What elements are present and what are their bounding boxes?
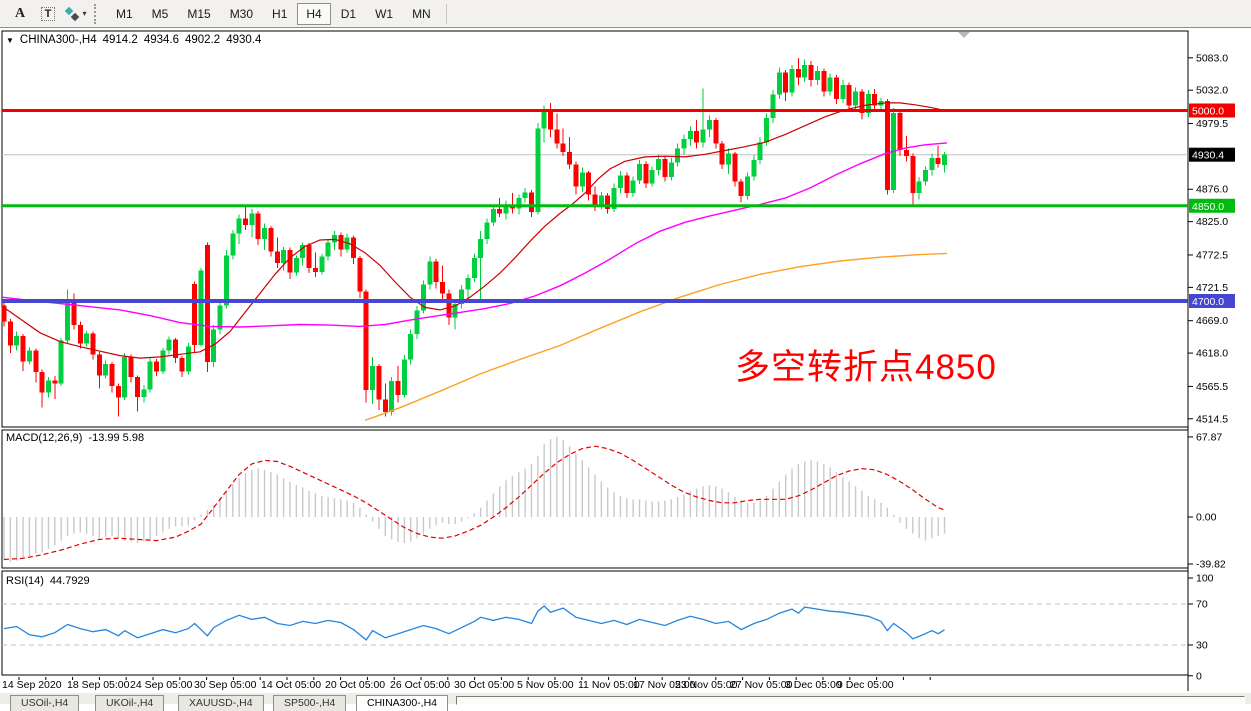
toolbar-grip[interactable] — [94, 3, 101, 24]
svg-text:24 Sep 05:00: 24 Sep 05:00 — [130, 679, 193, 691]
timeframe-button-m30[interactable]: M30 — [229, 6, 254, 21]
svg-text:4979.5: 4979.5 — [1196, 118, 1228, 130]
svg-text:3 Dec 05:00: 3 Dec 05:00 — [785, 679, 842, 691]
svg-text:0.00: 0.00 — [1196, 512, 1217, 524]
chart-canvas[interactable]: 5083.0 5032.0 4979.5 4876.0 4825.0 4772.5 4721… — [0, 28, 1251, 692]
svg-text:4930.4: 4930.4 — [1192, 150, 1224, 162]
svg-text:5032.0: 5032.0 — [1196, 85, 1228, 97]
cursor-mode-icon — [65, 6, 80, 21]
svg-text:11 Nov 05:00: 11 Nov 05:00 — [578, 679, 640, 691]
chart-window[interactable]: 5083.0 5032.0 4979.5 4876.0 4825.0 4772.5 4721… — [0, 28, 1251, 692]
chevron-down-icon: ▾ — [82, 9, 87, 18]
macd-values: -13.99 5.98 — [88, 432, 145, 444]
chart-tab-china300h4[interactable]: CHINA300-,H4 — [356, 695, 449, 711]
panel-frames — [1, 30, 1189, 691]
timeframe-button-group: M1 M5 M15 M30 H1 H4 D1 W1 MN — [107, 2, 441, 25]
chart-shift-marker-icon[interactable] — [958, 32, 970, 38]
axis-badge-5000.0: 5000.0 — [1189, 103, 1235, 118]
timeframe-button-w1[interactable]: W1 — [375, 6, 394, 21]
svg-text:5083.0: 5083.0 — [1196, 52, 1228, 64]
chart-tab-ukoilh4[interactable]: UKOil-,H4 — [95, 695, 165, 711]
axis-badge-4700.0: 4700.0 — [1189, 294, 1235, 308]
timeframe-button-d1[interactable]: D1 — [340, 6, 357, 21]
svg-text:0: 0 — [1196, 670, 1202, 682]
svg-text:23 Nov 05:00: 23 Nov 05:00 — [675, 679, 738, 691]
svg-text:4876.0: 4876.0 — [1196, 184, 1228, 196]
timeframe-button-h4[interactable]: H4 — [297, 2, 331, 25]
ma-slow-orange-line — [364, 252, 948, 422]
candlestick-series — [1, 57, 948, 417]
timeframe-button-m1[interactable]: M1 — [116, 6, 133, 21]
time-axis: 14 Sep 2020 18 Sep 05:00 24 Sep 05:00 30 Se… — [2, 677, 931, 691]
axis-badge-4850.0: 4850.0 — [1189, 198, 1235, 213]
svg-text:5 Nov 05:00: 5 Nov 05:00 — [517, 679, 574, 691]
ohlc-open: 4914.2 — [102, 34, 138, 46]
svg-text:4618.0: 4618.0 — [1196, 348, 1228, 360]
svg-text:4721.5: 4721.5 — [1196, 282, 1228, 294]
svg-text:4772.5: 4772.5 — [1196, 249, 1228, 261]
chart-header: ▼ CHINA300-,H4 4914.2 4934.6 4902.2 4930… — [6, 34, 261, 46]
svg-text:5000.0: 5000.0 — [1192, 106, 1224, 118]
svg-text:-39.82: -39.82 — [1196, 558, 1226, 570]
svg-text:14 Oct 05:00: 14 Oct 05:00 — [261, 679, 321, 691]
svg-text:4669.0: 4669.0 — [1196, 315, 1228, 327]
text-label-tool-button[interactable]: A — [14, 5, 26, 21]
ma-fast-red-line — [1, 102, 946, 359]
chart-tab-usoilh4[interactable]: USOil-,H4 — [10, 695, 80, 711]
chart-menu-icon[interactable]: ▼ — [6, 35, 14, 45]
rsi-value: 44.7929 — [49, 575, 90, 587]
text-box-icon: T — [40, 6, 56, 21]
macd-panel-label: MACD(12,26,9) -13.99 5.98 — [6, 432, 144, 444]
ohlc-high: 4934.6 — [143, 34, 179, 46]
svg-text:4700.0: 4700.0 — [1192, 296, 1224, 308]
svg-text:27 Nov 05:00: 27 Nov 05:00 — [730, 679, 793, 691]
axis-badge-bid: 4930.4 — [1189, 147, 1235, 162]
cursor-mode-button[interactable]: ▾ — [64, 3, 88, 25]
macd-signal-line — [3, 445, 945, 561]
svg-text:30: 30 — [1196, 640, 1208, 652]
svg-text:70: 70 — [1196, 599, 1208, 611]
toolbar-separator — [445, 3, 447, 24]
svg-text:4850.0: 4850.0 — [1192, 201, 1224, 213]
price-axis: 5083.0 5032.0 4979.5 4876.0 4825.0 4772.5 4721… — [1188, 52, 1228, 425]
timeframe-button-mn[interactable]: MN — [412, 6, 431, 21]
svg-text:4825.0: 4825.0 — [1196, 216, 1228, 228]
toolbar: A T ▾ M1 M5 M15 M30 H1 H4 D1 W1 MN — [0, 0, 1251, 28]
ma-medium-magenta-line — [1, 142, 948, 328]
svg-text:18 Sep 05:00: 18 Sep 05:00 — [67, 679, 130, 691]
svg-text:14 Sep 2020: 14 Sep 2020 — [2, 679, 62, 691]
macd-series — [3, 436, 946, 562]
chart-tab-sp500h4[interactable]: SP500-,H4 — [273, 695, 347, 711]
chart-tab-xauusdh4[interactable]: XAUUSD-,H4 — [178, 695, 264, 711]
timeframe-button-m15[interactable]: M15 — [187, 6, 211, 21]
svg-text:4514.5: 4514.5 — [1196, 413, 1228, 425]
svg-text:67.87: 67.87 — [1196, 431, 1222, 443]
rsi-name: RSI(14) — [6, 575, 44, 587]
svg-text:100: 100 — [1196, 573, 1214, 585]
rsi-panel-label: RSI(14) 44.7929 — [6, 575, 90, 587]
chart-tab-bar: USOil-,H4 UKOil-,H4 XAUUSD-,H4 SP500-,H4 CHI… — [0, 692, 1251, 711]
ohlc-close: 4930.4 — [226, 34, 262, 46]
rsi-line — [3, 605, 945, 641]
macd-name: MACD(12,26,9) — [6, 432, 83, 444]
timeframe-button-h1[interactable]: H1 — [272, 6, 288, 21]
svg-text:4565.5: 4565.5 — [1196, 381, 1228, 393]
svg-text:20 Oct 05:00: 20 Oct 05:00 — [325, 679, 385, 691]
ohlc-low: 4902.2 — [185, 34, 221, 46]
chart-symbol-period: CHINA300-,H4 — [19, 34, 97, 46]
text-box-tool-button[interactable]: T — [36, 3, 60, 25]
svg-text:26 Oct 05:00: 26 Oct 05:00 — [390, 679, 450, 691]
svg-text:30 Oct 05:00: 30 Oct 05:00 — [454, 679, 514, 691]
timeframe-button-m5[interactable]: M5 — [151, 6, 169, 21]
svg-text:17 Nov 05:00: 17 Nov 05:00 — [633, 679, 696, 691]
svg-text:9 Dec 05:00: 9 Dec 05:00 — [837, 679, 894, 691]
chart-annotation-text[interactable]: 多空转折点4850 — [735, 348, 997, 387]
svg-text:30 Sep 05:00: 30 Sep 05:00 — [194, 679, 257, 691]
